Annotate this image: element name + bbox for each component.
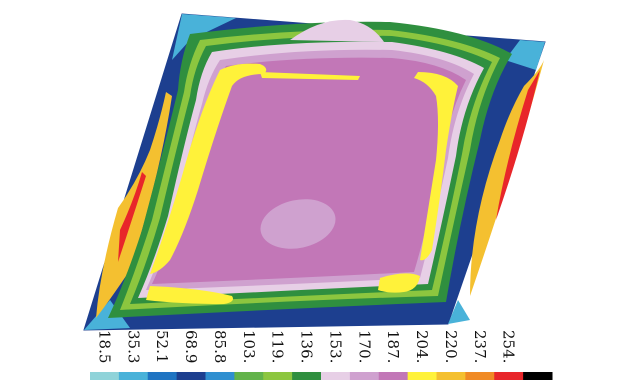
colorbar-swatches: [90, 372, 553, 380]
colorbar-swatch: [234, 372, 264, 380]
corner-patch-top-right: [505, 40, 545, 70]
contour-main: [152, 57, 466, 284]
colorbar-label: 187.: [384, 330, 402, 363]
colorbar-label: 170.: [355, 330, 373, 363]
yellow-patch-bottom-right: [378, 273, 420, 293]
contour-top-bump: [290, 19, 384, 42]
colorbar-swatch: [176, 372, 207, 380]
colorbar-labels: 18.5 35.3 52.1 68.9 85.8 103. 119. 136. …: [95, 330, 517, 363]
colorbar-label: 204.: [413, 330, 431, 363]
corner-patch-top-left: [172, 14, 236, 60]
colorbar-label: 18.5: [95, 330, 113, 363]
colorbar-swatch: [292, 372, 322, 380]
colorbar-swatch: [90, 372, 120, 380]
colorbar-swatch: [321, 372, 351, 380]
yellow-patch-left: [150, 63, 267, 274]
corner-patch-bottom-left: [84, 300, 130, 330]
colorbar-swatch: [494, 372, 524, 380]
yellow-patch-right: [414, 72, 458, 261]
right-edge-red: [496, 70, 540, 220]
colorbar-swatch: [147, 372, 178, 380]
colorbar-swatch: [436, 372, 466, 380]
colorbar-label: 85.8: [211, 330, 229, 363]
colorbar-label: 35.3: [124, 330, 142, 363]
colorbar-label: 52.1: [153, 330, 171, 363]
colorbar-swatch: [349, 372, 380, 380]
colorbar-label: 237.: [471, 330, 489, 363]
colorbar-label: 136.: [298, 330, 316, 363]
yellow-streak-top: [260, 72, 360, 80]
colorbar-swatch: [118, 372, 149, 380]
colorbar: 18.5 35.3 52.1 68.9 85.8 103. 119. 136. …: [90, 330, 553, 380]
colorbar-swatch: [523, 372, 553, 380]
left-edge-red: [118, 172, 146, 262]
colorbar-swatch: [465, 372, 495, 380]
corner-patch-bottom-right: [448, 300, 470, 324]
central-spot: [260, 199, 336, 249]
colorbar-label: 68.9: [182, 330, 200, 363]
colorbar-label: 103.: [240, 330, 258, 363]
colorbar-label: 119.: [269, 330, 287, 363]
colorbar-label: 220.: [442, 330, 460, 363]
colorbar-label: 254.: [500, 330, 518, 363]
yellow-patch-bottom-left: [146, 286, 233, 304]
colorbar-swatch: [263, 372, 293, 380]
colorbar-swatch: [378, 372, 409, 380]
contour-plate: [83, 13, 546, 331]
colorbar-swatch: [407, 372, 438, 380]
colorbar-swatch: [205, 372, 235, 380]
colorbar-label: 153.: [326, 330, 344, 363]
